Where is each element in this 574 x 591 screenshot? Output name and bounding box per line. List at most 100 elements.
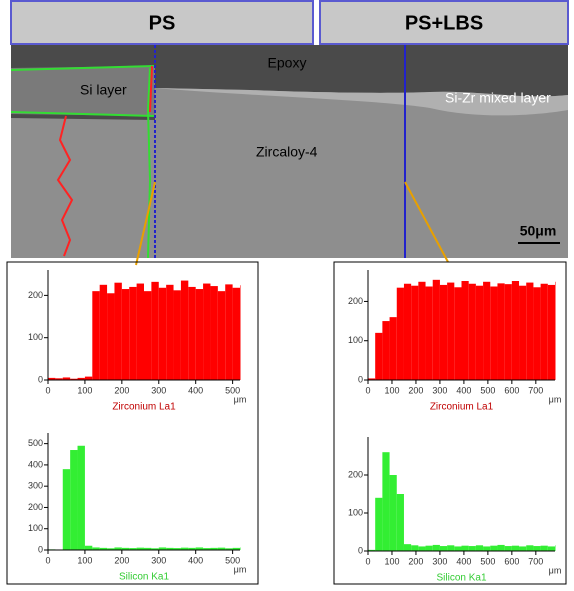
bar — [100, 285, 107, 380]
bar — [440, 546, 447, 551]
x-tick-label: 400 — [188, 555, 203, 565]
bar — [440, 285, 447, 380]
bar — [447, 545, 454, 551]
bar — [483, 546, 490, 551]
bar — [70, 450, 77, 550]
bar — [411, 286, 418, 380]
y-tick-label: 0 — [38, 374, 43, 384]
bar — [233, 288, 240, 380]
bar — [555, 545, 556, 551]
y-tick-label: 100 — [348, 507, 363, 517]
bar — [454, 287, 461, 380]
y-tick-label: 200 — [28, 502, 43, 512]
x-tick-label: 0 — [365, 556, 370, 566]
x-tick-label: 200 — [114, 555, 129, 565]
x-tick-label: 600 — [504, 556, 519, 566]
bar — [548, 546, 555, 551]
bar — [218, 291, 225, 380]
bar — [78, 446, 85, 550]
x-tick-label: 500 — [480, 385, 495, 395]
x-tick-label: 0 — [45, 385, 50, 395]
bar — [240, 285, 241, 380]
bar — [483, 282, 490, 380]
bar — [129, 287, 136, 380]
bar — [505, 546, 512, 551]
header-label: PS — [149, 12, 176, 34]
bar — [181, 281, 188, 380]
bar — [533, 546, 540, 551]
bar — [418, 546, 425, 551]
bar — [92, 291, 99, 380]
x-tick-label: 600 — [504, 385, 519, 395]
x-tick-label: 700 — [528, 556, 543, 566]
bar — [490, 546, 497, 551]
bar — [555, 282, 556, 380]
bar — [533, 287, 540, 380]
scale-label: 50μm — [520, 223, 557, 239]
bar — [382, 321, 389, 380]
x-axis-label: μm — [234, 394, 247, 404]
bar — [541, 546, 548, 551]
y-tick-label: 100 — [28, 332, 43, 342]
bar — [404, 544, 411, 551]
bar — [462, 546, 469, 551]
bar — [469, 546, 476, 551]
bar — [375, 333, 382, 380]
bar — [497, 545, 504, 551]
bar — [433, 545, 440, 551]
bar — [426, 546, 433, 551]
y-tick-label: 200 — [348, 469, 363, 479]
bar — [151, 282, 158, 380]
bar — [519, 546, 526, 551]
bar — [469, 284, 476, 380]
image-label: Si layer — [80, 82, 127, 98]
bar — [519, 286, 526, 380]
bar — [85, 546, 92, 550]
bar — [174, 290, 181, 380]
bar — [447, 283, 454, 380]
x-tick-label: 400 — [188, 385, 203, 395]
x-tick-label: 200 — [408, 556, 423, 566]
bar — [512, 281, 519, 380]
bar — [397, 288, 404, 380]
y-tick-label: 500 — [28, 438, 43, 448]
image-label: Zircaloy-4 — [256, 144, 318, 160]
bar — [404, 284, 411, 380]
chart-title: Silicon Ka1 — [119, 572, 169, 583]
y-tick-label: 200 — [28, 290, 43, 300]
bar — [137, 284, 144, 380]
bar — [541, 284, 548, 380]
bar — [476, 286, 483, 380]
y-tick-label: 400 — [28, 459, 43, 469]
x-tick-label: 300 — [432, 556, 447, 566]
bar — [240, 547, 241, 550]
bar — [476, 545, 483, 551]
bar — [107, 293, 114, 380]
bar — [548, 285, 555, 380]
bar — [397, 494, 404, 551]
bar — [122, 289, 129, 380]
bar — [85, 377, 92, 380]
bar — [382, 452, 389, 551]
y-tick-label: 100 — [348, 335, 363, 345]
x-axis-label: μm — [234, 564, 247, 574]
x-tick-label: 300 — [151, 385, 166, 395]
x-tick-label: 400 — [456, 556, 471, 566]
header-label: PS+LBS — [405, 12, 483, 34]
bar — [454, 546, 461, 551]
y-tick-label: 0 — [358, 374, 363, 384]
x-tick-label: 400 — [456, 385, 471, 395]
bar — [526, 545, 533, 551]
bar — [512, 546, 519, 551]
bar — [166, 285, 173, 380]
bar — [203, 284, 210, 380]
chart-title: Silicon Ka1 — [436, 573, 486, 584]
y-tick-label: 0 — [358, 545, 363, 555]
x-tick-label: 0 — [365, 385, 370, 395]
x-tick-label: 100 — [77, 555, 92, 565]
bar — [505, 284, 512, 380]
bar — [411, 545, 418, 551]
bar — [210, 286, 217, 380]
x-tick-label: 200 — [114, 385, 129, 395]
